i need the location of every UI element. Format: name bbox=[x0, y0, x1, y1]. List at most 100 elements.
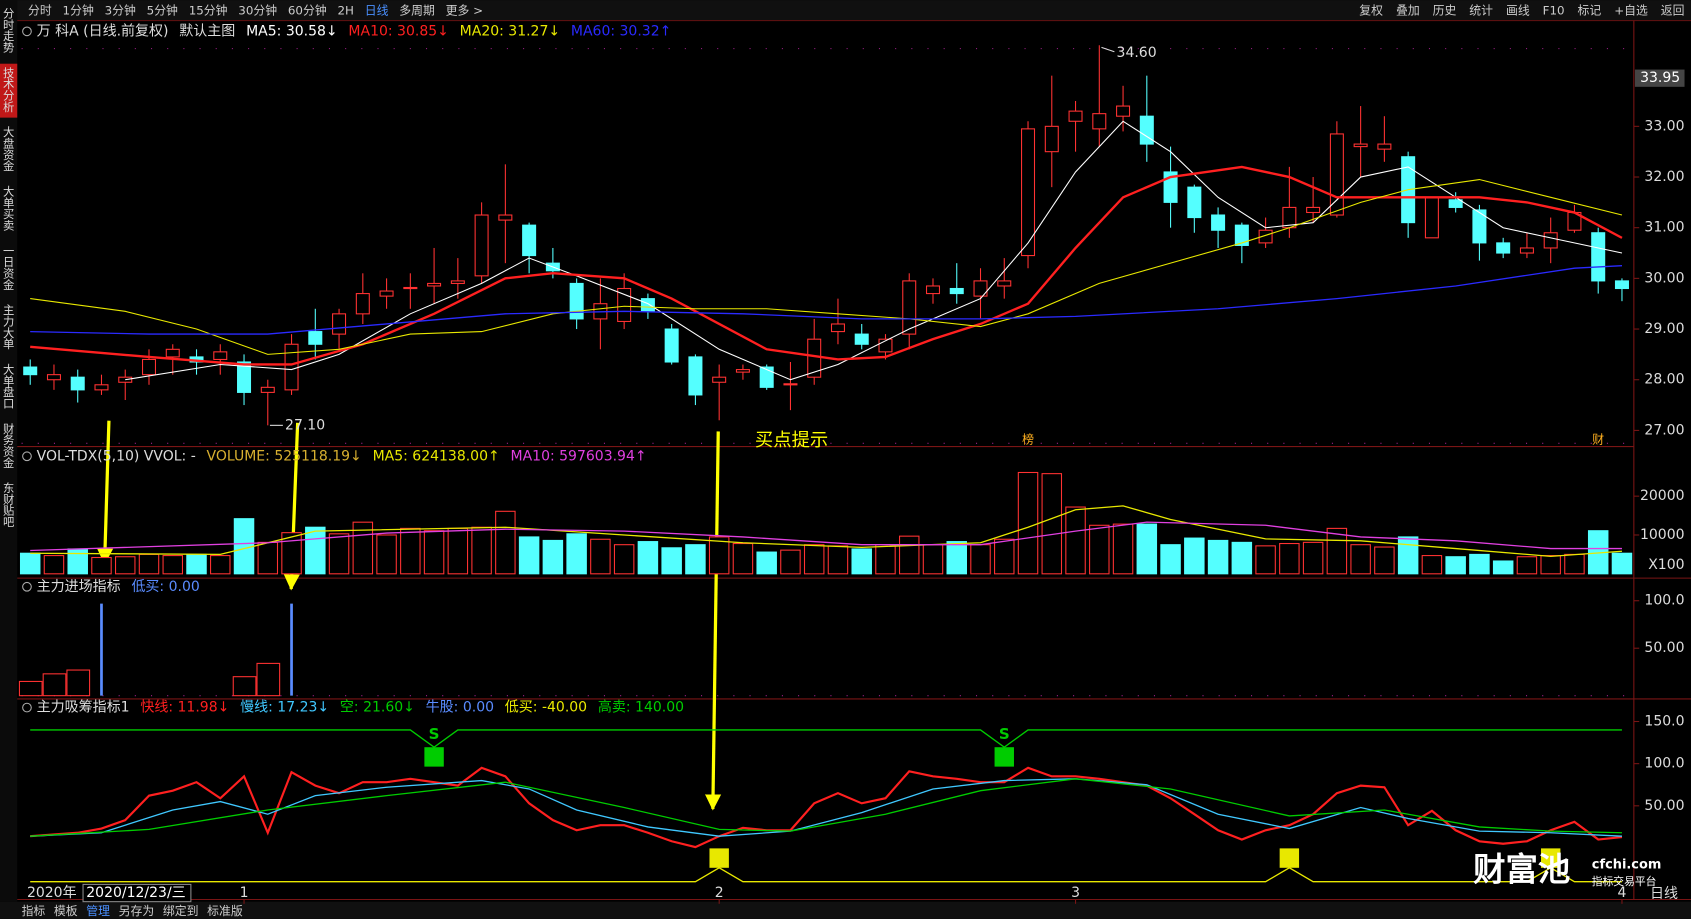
candle-body bbox=[1258, 229, 1273, 244]
volume-bar bbox=[1184, 537, 1205, 575]
period-tab[interactable]: 2H bbox=[337, 3, 353, 17]
volume-bar bbox=[875, 544, 896, 575]
event-mark: 财 bbox=[1592, 433, 1604, 447]
side-tab[interactable]: 东财贴吧 bbox=[2, 482, 16, 527]
volume-bar bbox=[423, 530, 445, 575]
candle-body bbox=[569, 282, 584, 320]
volume-bar bbox=[518, 536, 540, 575]
side-tab[interactable]: 大单买卖 bbox=[2, 185, 16, 232]
tool-button[interactable]: 标记 bbox=[1578, 3, 1602, 17]
candle-body bbox=[1519, 247, 1534, 254]
volume-bar bbox=[1374, 546, 1395, 575]
side-tab[interactable]: 大盘资金 bbox=[2, 125, 16, 171]
volume-bar bbox=[1279, 542, 1300, 575]
period-tab[interactable]: 5分钟 bbox=[147, 3, 178, 17]
x-tick-label: 4 bbox=[1618, 885, 1627, 901]
candle-body bbox=[23, 366, 38, 376]
volume-bar bbox=[756, 551, 777, 575]
legend-item: 高卖: 140.00 bbox=[598, 699, 684, 716]
candle-body bbox=[1068, 110, 1083, 122]
volume-bar bbox=[305, 526, 326, 575]
volume-bar bbox=[898, 535, 920, 575]
period-tab[interactable]: 30分钟 bbox=[238, 3, 277, 17]
candle-body bbox=[522, 224, 537, 257]
side-tab[interactable]: 主力大单 bbox=[2, 304, 16, 349]
period-tab[interactable]: 分时 bbox=[28, 3, 52, 17]
candle-body bbox=[450, 280, 465, 284]
volume-bar bbox=[1469, 553, 1490, 575]
volume-bar bbox=[613, 544, 635, 575]
volume-bar bbox=[1611, 552, 1633, 575]
side-bg bbox=[0, 0, 18, 902]
side-tab[interactable]: 技术分析 bbox=[2, 67, 16, 113]
legend-item: MA60: 30.32↑ bbox=[571, 23, 671, 39]
candle-body bbox=[70, 376, 85, 391]
volume-bar bbox=[970, 544, 991, 575]
unit-label: X100 bbox=[1648, 557, 1684, 573]
volume-bar bbox=[471, 526, 492, 575]
annotation: 34.60 bbox=[1117, 45, 1157, 61]
period-tab[interactable]: 1分钟 bbox=[63, 3, 94, 17]
tool-button[interactable]: 复权 bbox=[1359, 3, 1383, 17]
volume-bar bbox=[1421, 555, 1443, 575]
tool-button[interactable]: 叠加 bbox=[1396, 3, 1420, 17]
candle-body bbox=[1234, 224, 1249, 246]
footer-button[interactable]: 指标 bbox=[22, 904, 46, 918]
footer-button[interactable]: 管理 bbox=[86, 904, 110, 918]
legend-item: 万 科A (日线.前复权) bbox=[37, 22, 169, 39]
side-tab[interactable]: 财务资金 bbox=[2, 422, 16, 468]
tool-button[interactable]: 统计 bbox=[1469, 3, 1493, 17]
volume-bar bbox=[994, 538, 1015, 575]
legend-icon bbox=[22, 26, 32, 37]
tool-button[interactable]: F10 bbox=[1543, 3, 1565, 17]
legend-item: MA10: 30.85↓ bbox=[348, 23, 448, 39]
price-tag-bg bbox=[1634, 69, 1685, 87]
volume-bar bbox=[43, 555, 65, 575]
side-tab[interactable]: 一日资金 bbox=[2, 245, 16, 290]
volume-bar bbox=[447, 527, 469, 575]
candle-body bbox=[1377, 143, 1392, 150]
footer-button[interactable]: 另存为 bbox=[119, 904, 155, 918]
footer-button[interactable]: 标准版 bbox=[207, 904, 243, 918]
footer-button[interactable]: 绑定到 bbox=[163, 904, 199, 918]
candle-body bbox=[759, 366, 774, 388]
volume-bar bbox=[946, 541, 967, 575]
candle-body bbox=[141, 358, 157, 376]
period-tab[interactable]: 日线 bbox=[365, 3, 389, 17]
legend-item: 慢线: 17.23↓ bbox=[240, 699, 329, 716]
period-tab[interactable]: 多周期 bbox=[399, 3, 435, 17]
candle-body bbox=[379, 290, 394, 297]
candle-body bbox=[213, 351, 228, 360]
volume-bar bbox=[827, 545, 849, 575]
candle-body bbox=[925, 285, 941, 295]
series-line bbox=[30, 165, 1623, 366]
arrow bbox=[704, 431, 722, 811]
series-line bbox=[30, 778, 1622, 837]
volume-bar bbox=[780, 549, 801, 575]
candle-body bbox=[1543, 232, 1558, 249]
candle-body bbox=[949, 287, 964, 295]
y-tick-label: 20000 bbox=[1640, 488, 1685, 504]
period-tab[interactable]: 更多 > bbox=[446, 3, 483, 17]
side-tab-active bbox=[0, 63, 18, 118]
y-tick-label: 30.00 bbox=[1644, 270, 1684, 286]
period-tab[interactable]: 3分钟 bbox=[105, 3, 136, 17]
legend-icon bbox=[22, 451, 32, 462]
tool-button[interactable]: 画线 bbox=[1506, 3, 1530, 17]
volume-bar bbox=[661, 547, 682, 575]
footer-button[interactable]: 模板 bbox=[54, 904, 78, 918]
candle-body bbox=[46, 374, 61, 381]
side-tab[interactable]: 分时走势 bbox=[2, 8, 16, 53]
volume-bar bbox=[637, 541, 659, 575]
box-bar bbox=[256, 662, 281, 697]
volume-bar bbox=[1065, 506, 1086, 575]
tool-button[interactable]: 历史 bbox=[1433, 3, 1457, 17]
x-tick-label: 2 bbox=[715, 885, 724, 901]
volume-bar bbox=[1017, 471, 1039, 575]
footer-bg bbox=[0, 901, 1691, 919]
tool-button[interactable]: 返回 bbox=[1661, 3, 1685, 17]
side-tab[interactable]: 大单盘口 bbox=[2, 362, 16, 408]
period-tab[interactable]: 60分钟 bbox=[288, 3, 327, 17]
period-tab[interactable]: 15分钟 bbox=[189, 3, 228, 17]
tool-button[interactable]: +自选 bbox=[1614, 3, 1648, 17]
